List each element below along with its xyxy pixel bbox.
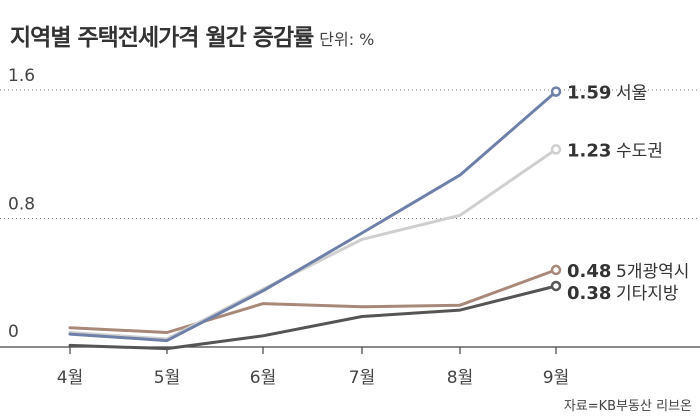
series-end-point xyxy=(550,144,562,155)
series-line xyxy=(68,268,558,334)
x-tick-label: 9월 xyxy=(543,368,569,388)
end-value-label: 0.38 xyxy=(567,283,611,304)
x-tick-label: 4월 xyxy=(57,368,83,388)
series-name-label: 5개광역시 xyxy=(616,262,689,282)
y-axis: 0 0.8 1.6 xyxy=(8,66,35,342)
series-name-label: 기타지방 xyxy=(616,284,679,304)
x-axis: 4월 5월 6월 7월 8월 9월 xyxy=(0,346,700,388)
series-name-label: 수도권 xyxy=(616,141,663,161)
series-line xyxy=(68,284,558,351)
source-note: 자료=KB부동산 리브온 xyxy=(564,399,692,414)
x-tick-label: 5월 xyxy=(154,368,180,388)
y-tick-label: 1.6 xyxy=(8,66,35,86)
chart-title: 지역별 주택전세가격 월간 증감률 xyxy=(10,25,314,51)
y-tick-label: 0.8 xyxy=(8,195,35,215)
grid-lines xyxy=(0,89,700,219)
y-tick-label: 0 xyxy=(8,322,19,342)
end-value-label: 1.59 xyxy=(567,83,611,104)
title-row: 지역별 주택전세가격 월간 증감률 단위: % xyxy=(10,18,374,52)
series-end-point xyxy=(550,280,562,292)
series-end-point xyxy=(550,86,562,97)
series-line xyxy=(68,147,558,341)
series-line xyxy=(68,90,558,343)
end-value-label: 1.23 xyxy=(567,140,611,161)
end-value-label: 0.48 xyxy=(567,261,611,282)
x-tick-label: 8월 xyxy=(447,368,473,388)
series-lines xyxy=(68,86,562,351)
x-tick-label: 6월 xyxy=(250,368,276,388)
x-tick-label: 7월 xyxy=(349,368,375,388)
series-end-point xyxy=(550,264,562,276)
unit-label: 단위: % xyxy=(319,30,375,49)
series-name-label: 서울 xyxy=(616,84,647,104)
